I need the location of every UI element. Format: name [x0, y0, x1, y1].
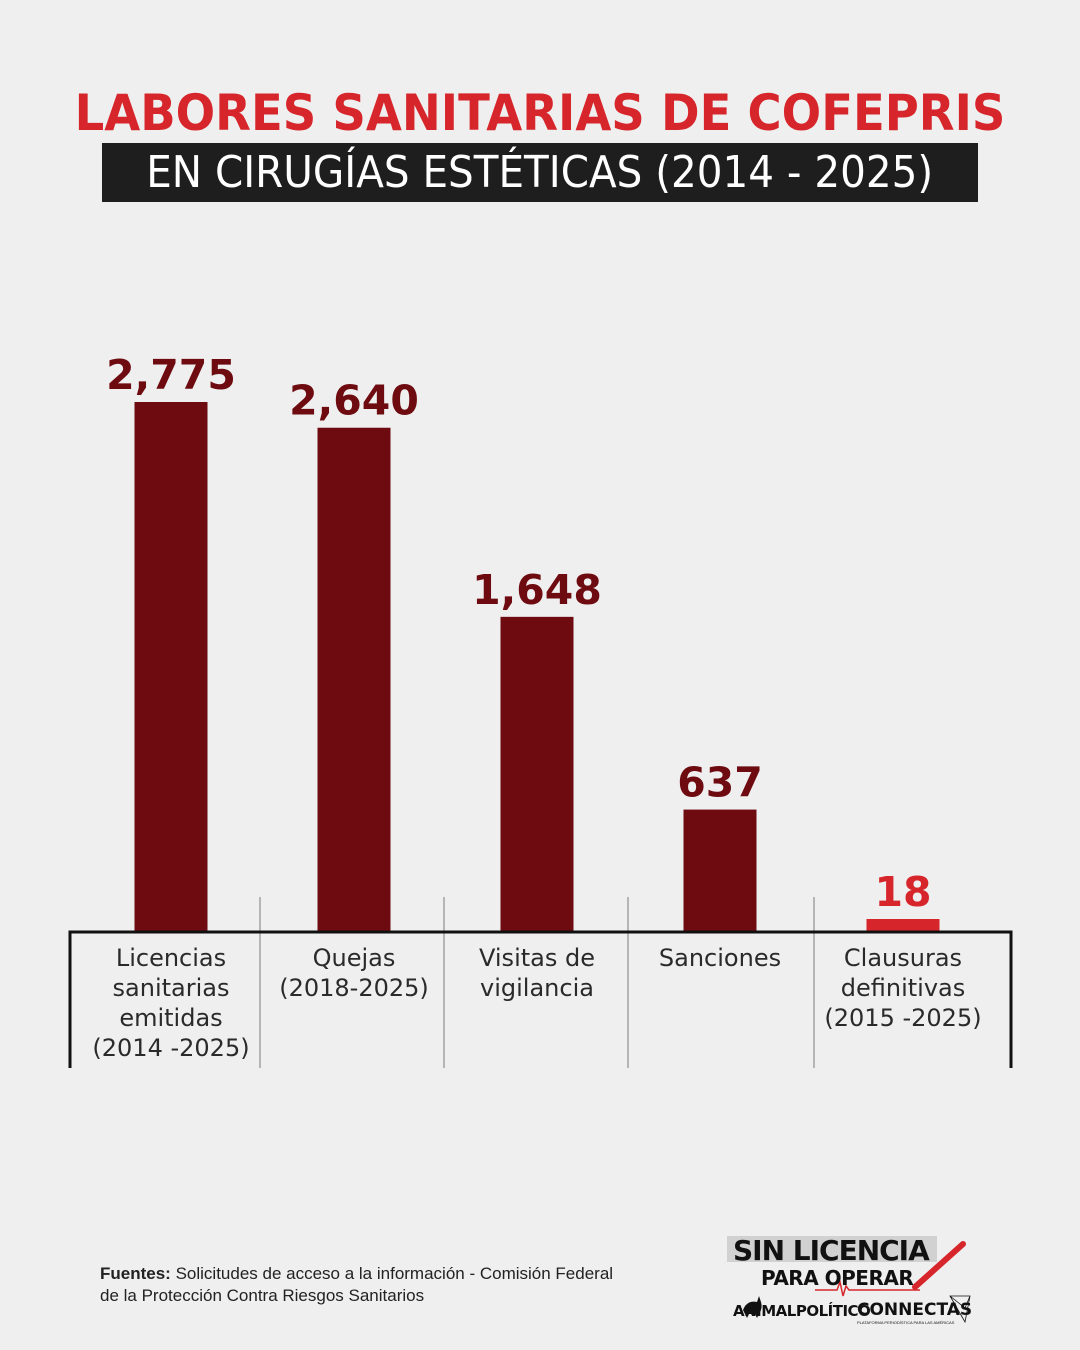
animal-politico-logo: ANIMALPOLÍTICO [733, 1302, 871, 1320]
title-line-2: EN CIRUGÍAS ESTÉTICAS (2014 - 2025) [146, 147, 934, 198]
connectas-logo: CONNECTAS [857, 1300, 973, 1320]
category-label: definitivas [841, 974, 966, 1002]
category-label: emitidas [119, 1004, 222, 1032]
value-label: 1,648 [472, 566, 602, 614]
category-label: Visitas de [479, 944, 595, 972]
logo-line-1: SIN LICENCIA [733, 1234, 930, 1267]
category-label: Clausuras [844, 944, 962, 972]
title-banner: EN CIRUGÍAS ESTÉTICAS (2014 - 2025) [102, 143, 978, 202]
bar [683, 809, 757, 931]
category-label: Sanciones [659, 944, 781, 972]
category-label: vigilancia [480, 974, 594, 1002]
category-label: (2018-2025) [279, 974, 429, 1002]
category-label: (2015 -2025) [824, 1004, 981, 1032]
category-label: Quejas [313, 944, 396, 972]
value-label: 18 [874, 868, 931, 916]
bar [134, 402, 208, 931]
title-line-1: LABORES SANITARIAS DE COFEPRIS [74, 84, 1006, 142]
category-label: (2014 -2025) [92, 1034, 249, 1062]
source-text: Solicitudes de acceso a la información -… [100, 1264, 614, 1305]
x-axis-frame [68, 930, 1013, 1068]
bar [866, 919, 940, 931]
sin-licencia-logo: SIN LICENCIA PARA OPERAR ANIMALPOLÍTICO … [725, 1232, 975, 1332]
logo-graphic [727, 1236, 971, 1324]
value-label: 637 [677, 759, 763, 807]
category-label: Licencias [116, 944, 226, 972]
value-label: 2,775 [106, 351, 236, 399]
value-label: 2,640 [289, 377, 419, 425]
logo-line-2: PARA OPERAR [761, 1266, 914, 1290]
bar [500, 616, 574, 931]
source-note: Fuentes: Solicitudes de acceso a la info… [100, 1263, 620, 1307]
bar [317, 427, 391, 931]
connectas-subtitle: PLATAFORMA PERIODÍSTICA PARA LAS AMÉRICA… [857, 1320, 955, 1325]
category-label: sanitarias [113, 974, 230, 1002]
source-label: Fuentes: [100, 1264, 171, 1283]
